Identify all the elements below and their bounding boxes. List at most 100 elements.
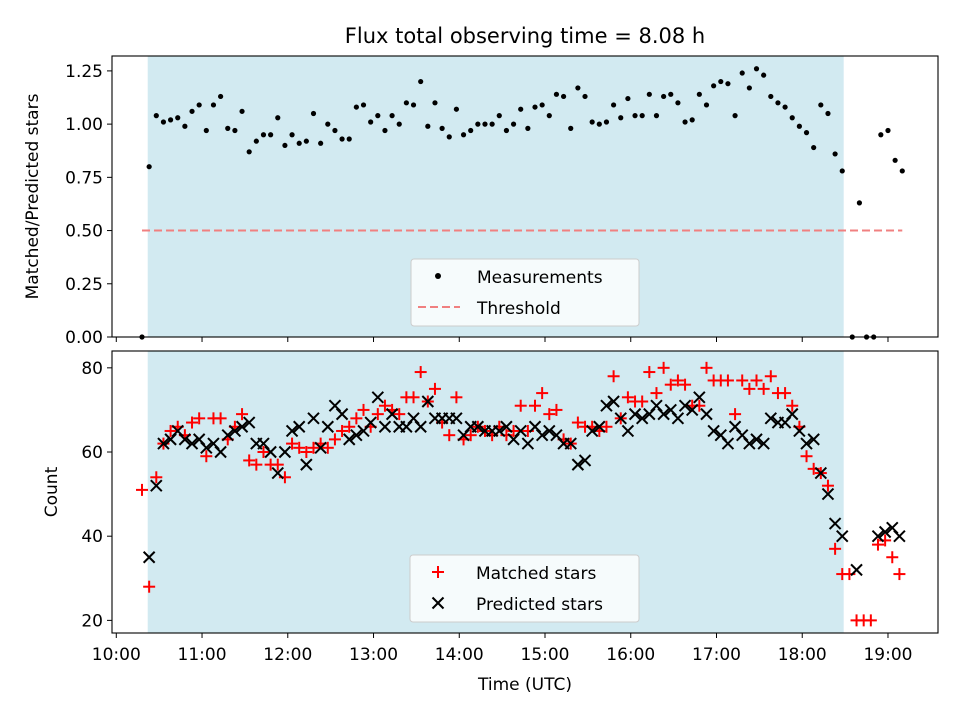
- measurement-point: [625, 95, 631, 102]
- matched-star-point: [779, 387, 792, 400]
- matched-star-point: [871, 538, 884, 551]
- predicted-star-point: [364, 416, 377, 429]
- predicted-star-point: [700, 407, 713, 421]
- measurement-point: [753, 66, 760, 72]
- predicted-star-point: [564, 437, 577, 450]
- matched-stars-legend-marker: [432, 566, 444, 578]
- measurement-point: [325, 121, 331, 127]
- matched-star-point: [600, 420, 613, 433]
- predicted-star-point: [314, 441, 327, 455]
- threshold-legend-label: Threshold: [476, 299, 561, 319]
- measurement-point: [253, 138, 259, 144]
- predicted-star-point: [300, 458, 313, 471]
- predicted-star-point: [421, 395, 435, 408]
- measurement-point: [346, 136, 352, 142]
- predicted-star-point: [693, 391, 706, 404]
- predicted-star-point: [242, 416, 256, 429]
- matched-star-point: [671, 374, 684, 387]
- bottom-y-axis-label: Count: [42, 466, 62, 517]
- measurement-point: [439, 125, 445, 131]
- predicted-star-point: [200, 441, 213, 455]
- x-tick-label: 19:00: [863, 645, 912, 665]
- matched-star-point: [214, 412, 227, 425]
- x-axis-label: Time (UTC): [477, 675, 572, 695]
- x-tick-label: 11:00: [178, 645, 227, 665]
- measurement-point: [782, 104, 788, 110]
- measurement-point: [432, 100, 438, 106]
- matched-star-point: [786, 399, 799, 412]
- predicted-star-point: [343, 433, 356, 446]
- matched-star-point: [864, 614, 877, 627]
- top-y-tick-label: 0.00: [65, 328, 103, 348]
- predicted-star-point: [593, 420, 606, 433]
- measurement-point: [768, 93, 774, 100]
- measurement-point: [682, 119, 688, 125]
- measurement-point: [175, 115, 181, 121]
- matched-star-point: [743, 382, 756, 395]
- matched-star-point: [186, 416, 199, 429]
- measurements-points: [139, 66, 905, 340]
- matched-star-point: [607, 370, 620, 383]
- measurement-point: [303, 138, 309, 144]
- predicted-star-point: [635, 412, 649, 425]
- predicted-stars-legend-marker: [431, 596, 445, 610]
- predicted-star-point: [750, 433, 763, 446]
- measurement-point: [661, 93, 667, 100]
- matched-star-point: [529, 399, 542, 412]
- predicted-star-point: [721, 437, 735, 450]
- matched-stars-legend-label: Matched stars: [476, 564, 596, 584]
- matched-star-point: [643, 366, 656, 379]
- matched-star-point: [136, 483, 149, 496]
- measurement-point: [575, 85, 581, 91]
- matched-star-point: [378, 399, 391, 412]
- chart-title: Flux total observing time = 8.08 h: [345, 24, 705, 48]
- predicted-star-point: [293, 420, 306, 433]
- matched-star-point: [343, 420, 356, 433]
- x-tick-label: 15:00: [521, 645, 570, 665]
- matched-star-point: [414, 366, 427, 379]
- measurement-point: [796, 123, 802, 129]
- predicted-star-point: [321, 420, 334, 433]
- measurement-point: [892, 157, 898, 163]
- measurement-point: [761, 72, 767, 78]
- matched-star-point: [321, 441, 334, 454]
- matched-star-point: [371, 408, 384, 421]
- bottom-y-axis: 20 40 60 80: [81, 359, 112, 631]
- predicted-star-point: [893, 529, 906, 543]
- predicted-star-point: [786, 407, 799, 421]
- measurement-point: [382, 127, 388, 134]
- measurement-point: [518, 106, 524, 112]
- predicted-star-point: [757, 437, 770, 450]
- matched-star-point: [664, 378, 677, 391]
- measurement-point: [453, 106, 460, 112]
- matched-star-point: [514, 399, 527, 412]
- top-y-tick-label: 0.25: [65, 275, 103, 295]
- measurements-legend-label: Measurements: [477, 268, 603, 288]
- matched-star-point: [150, 471, 163, 484]
- measurement-point: [589, 119, 595, 125]
- measurement-point: [246, 149, 252, 155]
- predicted-star-point: [571, 458, 585, 471]
- measurement-point: [460, 132, 467, 138]
- matched-star-point: [750, 374, 763, 387]
- predicted-star-point: [628, 407, 642, 421]
- predicted-star-point: [543, 424, 556, 438]
- predicted-star-point: [828, 517, 842, 530]
- measurement-point: [318, 140, 324, 146]
- predicted-star-point: [385, 407, 399, 421]
- measurements-legend-marker: [435, 273, 441, 279]
- predicted-star-point: [535, 428, 549, 442]
- predicted-star-point: [678, 399, 692, 412]
- matched-star-point: [300, 446, 313, 459]
- matched-star-point: [428, 382, 441, 395]
- measurement-point: [618, 115, 624, 121]
- measurement-point: [532, 104, 538, 110]
- measurement-point: [818, 102, 824, 108]
- measurement-point: [878, 132, 884, 138]
- predicted-star-point: [178, 433, 192, 446]
- measurement-point: [832, 151, 838, 157]
- matched-star-point: [336, 424, 349, 437]
- measurement-point: [596, 121, 602, 127]
- measurement-point: [732, 113, 738, 119]
